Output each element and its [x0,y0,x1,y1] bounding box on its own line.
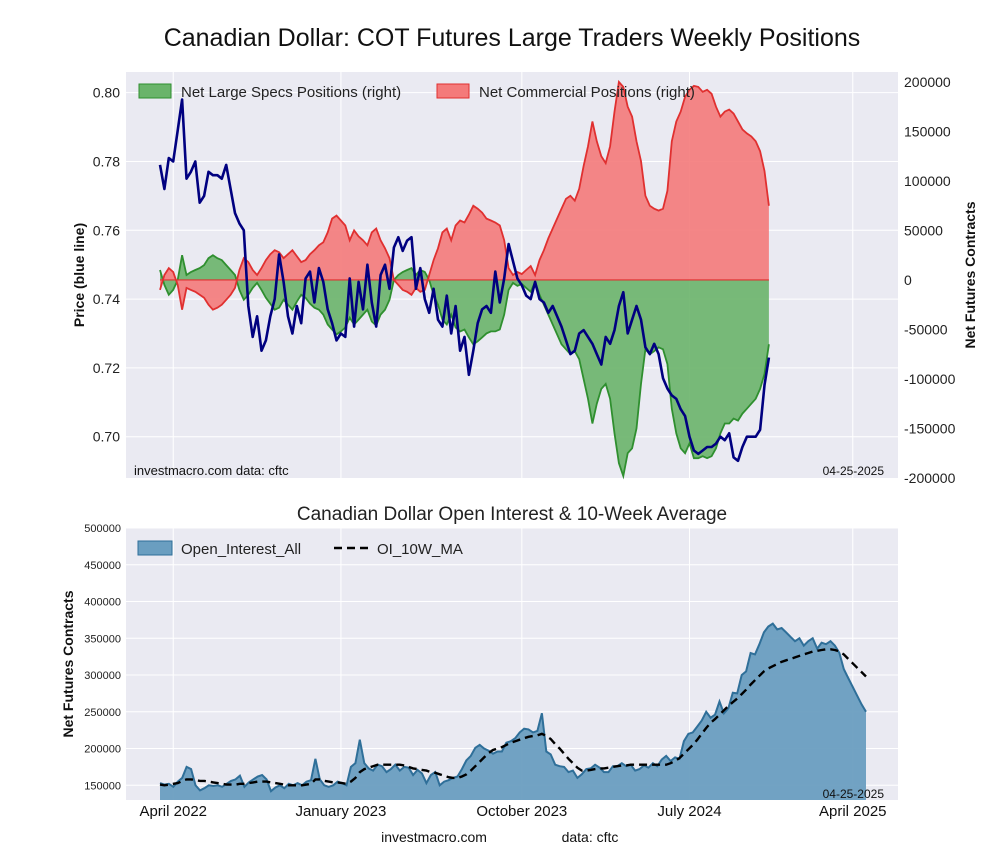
oi-10w-ma-line [159,648,867,787]
bottom-y-tick-label: 300000 [84,670,121,682]
top-left-tick-label: 0.70 [93,429,120,445]
x-tick-label: April 2022 [139,803,207,820]
footer-source: investmacro.com [381,829,487,845]
net-large-specs-area [160,255,769,476]
top-right-tick-label: 100000 [904,173,951,189]
legend-label-ma: OI_10W_MA [377,541,463,558]
legend-swatch-commercial [436,83,470,99]
bottom-y-tick-label: 400000 [84,597,121,609]
top-chart-positions: 0.80 0.78 0.76 0.74 0.72 0.70 200000 150000 1000… [71,72,978,486]
net-large-specs-line [159,254,770,480]
bottom-chart-open-interest: Canadian Dollar Open Interest & 10-Week … [60,504,898,820]
top-left-axis-label: Price (blue line) [71,223,87,327]
legend-label-specs: Net Large Specs Positions (right) [181,84,401,101]
x-tick-label: July 2024 [657,803,721,820]
top-left-tick-label: 0.76 [93,222,120,238]
legend-label-open-interest: Open_Interest_All [181,541,301,558]
legend-swatch-open-interest [137,540,173,556]
top-right-tick-label: 50000 [904,222,943,238]
open-interest-area [160,623,866,800]
bottom-y-tick-label: 150000 [84,780,121,792]
chart-title: Canadian Dollar: COT Futures Large Trade… [164,24,861,52]
price-line [158,98,771,463]
top-left-tick-label: 0.74 [93,291,120,307]
bottom-y-axis-label: Net Futures Contracts [60,590,76,737]
x-tick-label: January 2023 [295,803,386,820]
top-right-tick-label: -100000 [904,371,956,387]
top-right-tick-label: 150000 [904,123,951,139]
open-interest-line [159,622,867,793]
top-right-tick-label: -50000 [904,321,948,337]
footer-data: data: cftc [562,829,619,845]
top-left-tick-label: 0.78 [93,153,120,169]
top-left-tick-label: 0.72 [93,360,120,376]
top-left-tick-label: 0.80 [93,85,120,101]
bottom-y-tick-label: 200000 [84,744,121,756]
x-tick-label: October 2023 [476,803,567,820]
net-commercial-line [159,79,770,311]
bottom-date-annotation: 04-25-2025 [823,787,885,801]
legend-swatch-specs [138,83,172,99]
bottom-y-tick-label: 500000 [84,523,121,535]
top-right-tick-label: -200000 [904,470,956,486]
bottom-chart-title: Canadian Dollar Open Interest & 10-Week … [297,504,727,525]
bottom-y-tick-label: 250000 [84,707,121,719]
top-right-tick-label: 0 [904,272,912,288]
top-right-axis-label: Net Futures Contracts [962,201,978,348]
top-right-tick-label: 200000 [904,74,951,90]
bottom-y-tick-label: 350000 [84,633,121,645]
top-source-annotation: investmacro.com data: cftc [134,463,289,478]
x-tick-label: April 2025 [819,803,887,820]
legend-label-commercial: Net Commercial Positions (right) [479,84,695,101]
bottom-y-tick-label: 450000 [84,560,121,572]
top-right-tick-label: -150000 [904,420,956,436]
top-date-annotation: 04-25-2025 [823,464,885,478]
